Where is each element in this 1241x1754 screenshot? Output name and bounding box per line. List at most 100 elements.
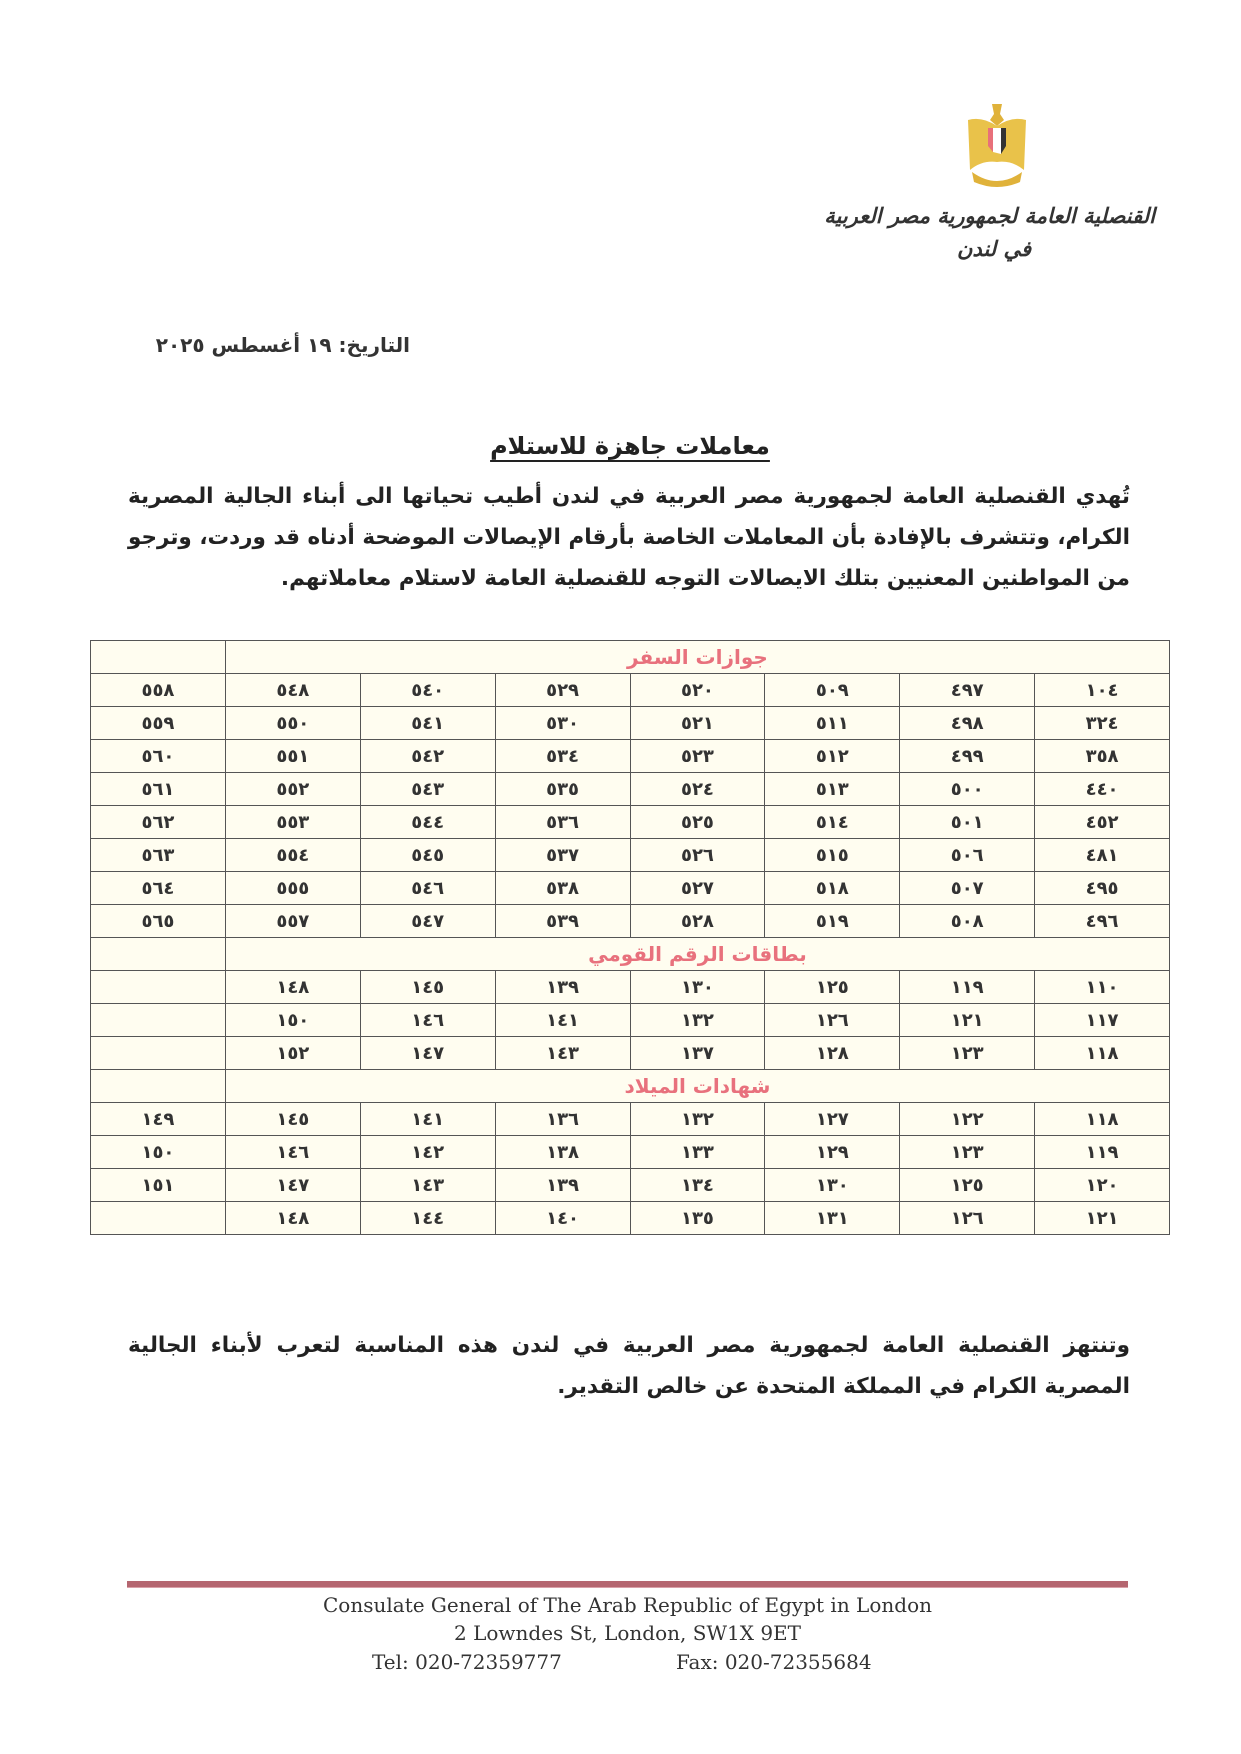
receipt-number-cell: ٤٩٧ (899, 673, 1036, 707)
receipt-number-cell: ٥٣٠ (494, 706, 631, 740)
receipt-number-cell: ١٢٠ (1034, 1168, 1170, 1202)
receipt-number-cell: ٥٣٩ (494, 904, 631, 938)
receipt-number-cell: ٥١٣ (764, 772, 901, 806)
receipt-number-cell: ٣٥٨ (1034, 739, 1170, 773)
table-row: ٤٩٦ ٥٠٨ ٥١٩ ٥٢٨ ٥٣٩ ٥٤٧ ٥٥٧ ٥٦٥ (90, 904, 1170, 938)
receipt-number-cell: ٥٢٣ (629, 739, 766, 773)
receipt-number-cell: ٤٥٢ (1034, 805, 1170, 839)
receipt-number-cell: ١٤٧ (359, 1036, 496, 1070)
receipt-number-cell: ١٣٣ (629, 1135, 766, 1169)
table-row: ٤٨١ ٥٠٦ ٥١٥ ٥٢٦ ٥٣٧ ٥٤٥ ٥٥٤ ٥٦٣ (90, 838, 1170, 872)
receipt-number-cell: ٥٥٩ (90, 706, 226, 740)
receipt-number-cell: ٥٢٤ (629, 772, 766, 806)
header-line-2: في لندن (956, 236, 1031, 261)
receipt-number-cell: ١٤٤ (359, 1201, 496, 1235)
table-row: ١١٠ ١١٩ ١٢٥ ١٣٠ ١٣٩ ١٤٥ ١٤٨ (90, 970, 1170, 1004)
receipt-number-cell: ١١٩ (1034, 1135, 1170, 1169)
receipt-number-cell (90, 1201, 226, 1235)
receipt-number-cell: ٥١١ (764, 706, 901, 740)
receipt-number-cell: ٥٤٨ (224, 673, 361, 707)
receipt-number-cell: ٥٥١ (224, 739, 361, 773)
receipt-number-cell: ١٣٧ (629, 1036, 766, 1070)
receipt-number-cell: ٤٩٥ (1034, 871, 1170, 905)
document-date: التاريخ: ١٩ أغسطس ٢٠٢٥ (155, 333, 410, 357)
receipt-number-cell: ٤٨١ (1034, 838, 1170, 872)
table-row: ١٢٠ ١٢٥ ١٣٠ ١٣٤ ١٣٩ ١٤٣ ١٤٧ ١٥١ (90, 1168, 1170, 1202)
receipt-number-cell: ٥٣٨ (494, 871, 631, 905)
receipt-number-cell: ٥٦٥ (90, 904, 226, 938)
receipt-number-cell: ١٤٩ (90, 1102, 226, 1136)
receipt-number-cell: ٥٠٨ (899, 904, 1036, 938)
receipt-number-cell: ٥٦٣ (90, 838, 226, 872)
receipt-number-cell: ٥٠٦ (899, 838, 1036, 872)
receipt-number-cell: ١٢٦ (764, 1003, 901, 1037)
section-header-row: شهادات الميلاد (90, 1069, 1171, 1103)
receipt-number-cell: ١٢٥ (899, 1168, 1036, 1202)
receipt-number-cell: ٥٠٠ (899, 772, 1036, 806)
receipt-number-cell: ٥٤٠ (359, 673, 496, 707)
receipt-number-cell: ١٣٩ (494, 970, 631, 1004)
receipt-number-cell: ٥٥٤ (224, 838, 361, 872)
receipt-number-cell: ٥٥٠ (224, 706, 361, 740)
receipt-number-cell: ٣٢٤ (1034, 706, 1170, 740)
receipt-number-cell: ١٢٣ (899, 1036, 1036, 1070)
section-title: شهادات الميلاد (224, 1069, 1171, 1103)
receipt-number-cell: ١٢٢ (899, 1102, 1036, 1136)
document-title: معاملات جاهزة للاستلام (400, 432, 860, 460)
receipt-number-cell: ١٣٢ (629, 1003, 766, 1037)
intro-paragraph: تُهدي القنصلية العامة لجمهورية مصر العرب… (128, 484, 1130, 591)
receipt-number-cell: ٥٤٢ (359, 739, 496, 773)
receipt-number-cell: ٥٣٤ (494, 739, 631, 773)
receipt-number-cell (90, 970, 226, 1004)
table-row: ٣٥٨ ٤٩٩ ٥١٢ ٥٢٣ ٥٣٤ ٥٤٢ ٥٥١ ٥٦٠ (90, 739, 1170, 773)
receipt-number-cell: ١٥٠ (90, 1135, 226, 1169)
receipt-number-cell: ٥١٤ (764, 805, 901, 839)
receipt-number-cell: ٥٤٣ (359, 772, 496, 806)
receipt-number-cell: ١٤٣ (494, 1036, 631, 1070)
footer-fax: Fax: 020-72355684 (676, 1650, 872, 1674)
egypt-eagle-emblem-icon (962, 100, 1032, 190)
receipt-number-cell: ٥٥٨ (90, 673, 226, 707)
section-title: بطاقات الرقم القومي (224, 937, 1171, 971)
receipt-number-cell (90, 1003, 226, 1037)
receipt-number-cell: ٥١٢ (764, 739, 901, 773)
receipt-number-cell: ٥٠١ (899, 805, 1036, 839)
receipt-number-cell: ٤٤٠ (1034, 772, 1170, 806)
receipt-number-cell: ١٤٦ (224, 1135, 361, 1169)
receipt-number-cell: ١٤٨ (224, 1201, 361, 1235)
receipt-number-cell: ١٣٠ (629, 970, 766, 1004)
table-row: ١٢١ ١٢٦ ١٣١ ١٣٥ ١٤٠ ١٤٤ ١٤٨ (90, 1201, 1170, 1235)
receipt-number-cell: ١٢١ (899, 1003, 1036, 1037)
receipts-table: جوازات السفر ١٠٤ ٤٩٧ ٥٠٩ ٥٢٠ ٥٢٩ ٥٤٠ ٥٤٨ ٥٥٨ ٣٢٤ ٤… (90, 640, 1171, 1235)
receipt-number-cell: ٥٢٨ (629, 904, 766, 938)
receipt-number-cell: ١١٩ (899, 970, 1036, 1004)
receipt-number-cell: ١٤٢ (359, 1135, 496, 1169)
receipt-number-cell: ١٢٩ (764, 1135, 901, 1169)
table-row: ٤٥٢ ٥٠١ ٥١٤ ٥٢٥ ٥٣٦ ٥٤٤ ٥٥٣ ٥٦٢ (90, 805, 1170, 839)
receipt-number-cell: ١٤١ (494, 1003, 631, 1037)
receipt-number-cell: ١٢٥ (764, 970, 901, 1004)
empty-cell (90, 640, 226, 674)
receipt-number-cell: ٥١٥ (764, 838, 901, 872)
receipt-number-cell: ١٤١ (359, 1102, 496, 1136)
receipt-number-cell: ١٥٢ (224, 1036, 361, 1070)
receipt-number-cell: ٥٥٧ (224, 904, 361, 938)
table-row: ٤٩٥ ٥٠٧ ٥١٨ ٥٢٧ ٥٣٨ ٥٤٦ ٥٥٥ ٥٦٤ (90, 871, 1170, 905)
receipt-number-cell: ٥٢١ (629, 706, 766, 740)
receipt-number-cell: ١٢٣ (899, 1135, 1036, 1169)
receipt-number-cell: ٥٢٧ (629, 871, 766, 905)
receipt-number-cell: ٥٤١ (359, 706, 496, 740)
empty-cell (90, 1069, 226, 1103)
receipt-number-cell: ٥١٨ (764, 871, 901, 905)
receipt-number-cell: ٥٢٩ (494, 673, 631, 707)
receipt-number-cell: ١٣٨ (494, 1135, 631, 1169)
receipt-number-cell: ١٤٠ (494, 1201, 631, 1235)
receipt-number-cell: ١٤٨ (224, 970, 361, 1004)
receipt-number-cell: ٥٥٥ (224, 871, 361, 905)
table-row: ١١٧ ١٢١ ١٢٦ ١٣٢ ١٤١ ١٤٦ ١٥٠ (90, 1003, 1170, 1037)
receipt-number-cell: ١٤٣ (359, 1168, 496, 1202)
receipt-number-cell: ٥٢٠ (629, 673, 766, 707)
receipt-number-cell: ٥٤٧ (359, 904, 496, 938)
receipt-number-cell: ٥٦٢ (90, 805, 226, 839)
receipt-number-cell: ٤٩٨ (899, 706, 1036, 740)
